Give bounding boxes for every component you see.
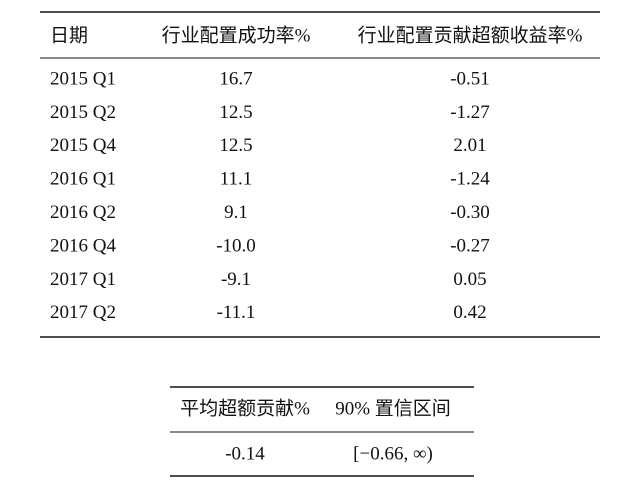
table-cell: -0.14 [225,443,265,464]
table-cell: 11.1 [220,169,253,190]
table-cell: -0.27 [450,235,490,256]
table-cell: -0.51 [450,68,490,89]
table-cell: -1.24 [450,169,490,190]
header-cell: 行业配置成功率% [162,24,311,46]
table-cell: 2.01 [453,135,486,156]
header-cell: 行业配置贡献超额收益率% [358,24,583,46]
table-cell: [−0.66, ∞) [353,443,433,464]
table-cell: 0.05 [453,269,486,290]
table-cell: 2015 Q2 [50,102,116,123]
table-cell: -1.27 [450,102,490,123]
table-cell: -9.1 [221,269,251,290]
table-cell: -0.30 [450,202,490,223]
table-cell: 2017 Q1 [50,269,116,290]
table-cell: 2016 Q1 [50,169,116,190]
table-cell: 2016 Q2 [50,202,116,223]
header-cell: 平均超额贡献% [180,397,310,419]
table-cell: -11.1 [217,302,256,323]
table-cell: 2015 Q4 [50,135,116,156]
table-cell: 9.1 [224,202,248,223]
table-cell: 2017 Q2 [50,302,116,323]
table-cell: 12.5 [219,102,252,123]
table-cell: 16.7 [219,68,252,89]
table-cell: 12.5 [219,135,252,156]
table-cell: -10.0 [216,235,256,256]
header-cell: 90% 置信区间 [335,397,451,419]
table-cell: 2016 Q4 [50,235,116,256]
table-cell: 2015 Q1 [50,68,116,89]
header-cell: 日期 [50,24,88,46]
table-cell: 0.42 [453,302,486,323]
